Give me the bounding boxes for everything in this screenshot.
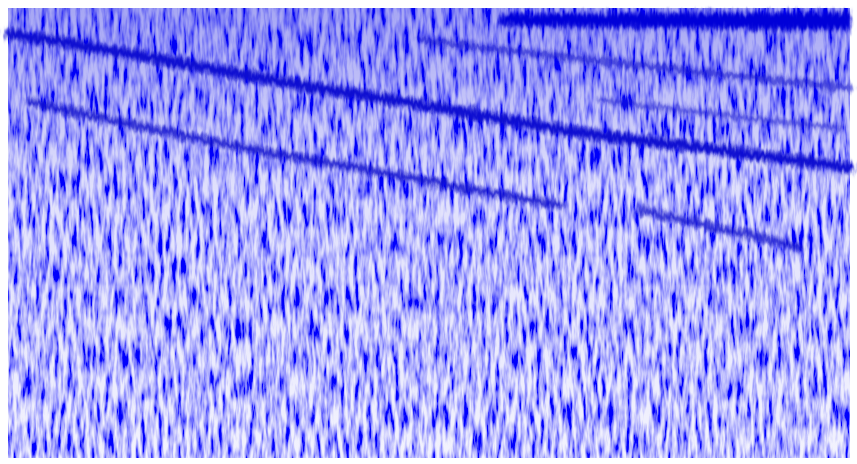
band-mid [597,97,843,131]
band-upper [417,37,853,91]
band-second [26,98,564,209]
reflector-bands [5,12,855,252]
image-shade [8,8,850,458]
band-top [500,12,850,30]
band-second-right [636,206,804,252]
band-main [5,29,855,173]
